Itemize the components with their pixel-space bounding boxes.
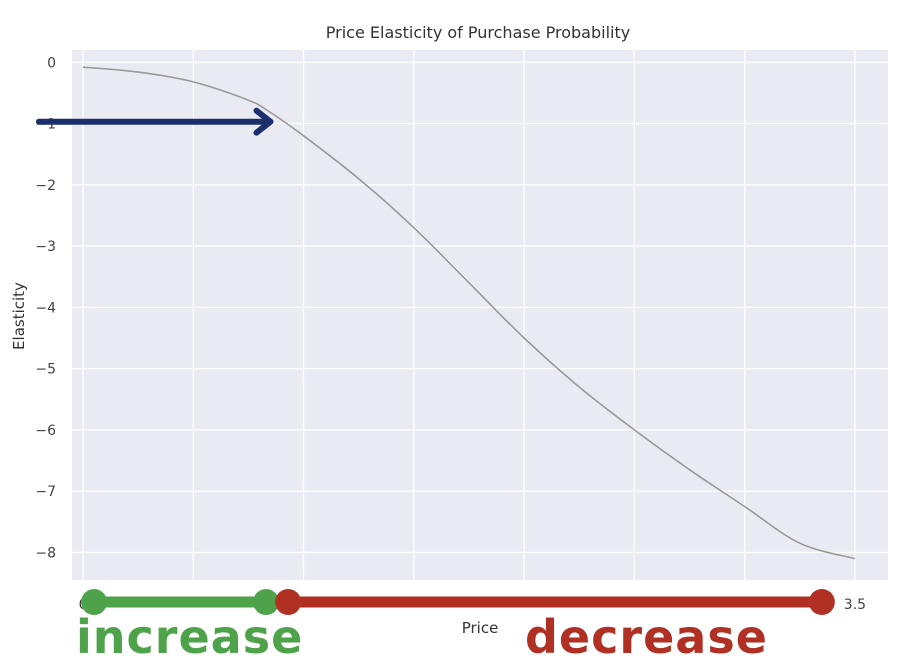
increase-range-bar (81, 589, 280, 615)
y-tick-label: −3 (35, 239, 56, 255)
y-tick-label: −5 (35, 362, 56, 378)
y-tick-label: −8 (35, 545, 56, 561)
y-axis-label: Elasticity (10, 282, 28, 350)
increase-bar-end (253, 589, 280, 615)
decrease-bar-end (808, 589, 835, 615)
y-tick-label: −6 (35, 423, 56, 439)
chart-title: Price Elasticity of Purchase Probability (326, 23, 630, 42)
arrow-head (253, 107, 274, 136)
y-tick-label: −4 (35, 300, 56, 316)
series-line (82, 66, 856, 560)
plot-area (72, 50, 888, 580)
x-tick-label: 3.5 (844, 597, 866, 613)
y-tick-label: 0 (47, 55, 56, 71)
grid (72, 50, 888, 580)
range-bars (81, 589, 835, 615)
x-axis-label: Price (462, 619, 499, 637)
increase-bar-start (81, 589, 108, 615)
decrease-range-bar (275, 589, 835, 615)
y-tick-label: −7 (35, 484, 56, 500)
annotation-arrow (35, 107, 274, 136)
decrease-label: decrease (525, 610, 768, 664)
increase-label: increase (76, 610, 304, 664)
y-tick-labels: 0−1−2−3−4−5−6−7−8 (35, 55, 56, 561)
decrease-bar-start (275, 589, 302, 615)
y-tick-label: −2 (35, 178, 56, 194)
